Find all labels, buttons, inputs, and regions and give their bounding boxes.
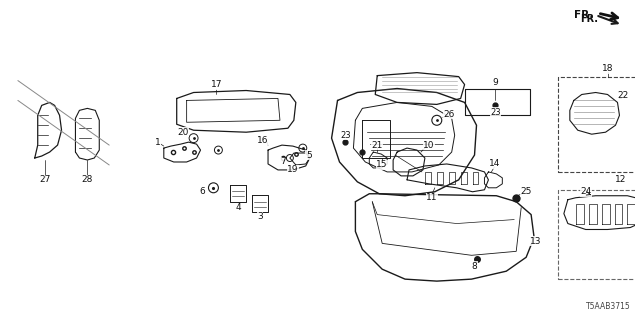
Text: 7: 7 — [280, 157, 286, 166]
Text: 19: 19 — [287, 165, 299, 174]
Text: 12: 12 — [615, 175, 626, 184]
Text: 11: 11 — [426, 193, 438, 202]
Text: 22: 22 — [618, 91, 629, 100]
Text: 26: 26 — [443, 110, 454, 119]
Text: 23: 23 — [340, 131, 351, 140]
Text: 21: 21 — [372, 140, 383, 150]
Text: 27: 27 — [39, 175, 51, 184]
Text: 24: 24 — [580, 187, 591, 196]
Text: 18: 18 — [602, 64, 613, 73]
Text: 10: 10 — [423, 140, 435, 150]
Text: T5AAB3715: T5AAB3715 — [586, 302, 630, 311]
Text: 9: 9 — [493, 78, 499, 87]
Text: 17: 17 — [211, 80, 222, 89]
Text: 14: 14 — [489, 159, 500, 168]
Text: 20: 20 — [177, 128, 188, 137]
Text: 13: 13 — [531, 237, 542, 246]
Text: 6: 6 — [200, 187, 205, 196]
Text: 5: 5 — [306, 150, 312, 160]
Text: 28: 28 — [82, 175, 93, 184]
Text: 23: 23 — [490, 108, 500, 117]
Text: FR.: FR. — [580, 14, 598, 24]
Text: 8: 8 — [472, 262, 477, 271]
Text: 1: 1 — [155, 138, 161, 147]
Text: 4: 4 — [236, 203, 241, 212]
Text: 25: 25 — [520, 187, 532, 196]
Text: 3: 3 — [257, 212, 263, 221]
Text: 15: 15 — [376, 160, 388, 170]
Text: 16: 16 — [257, 136, 269, 145]
Text: FR.: FR. — [574, 10, 593, 20]
